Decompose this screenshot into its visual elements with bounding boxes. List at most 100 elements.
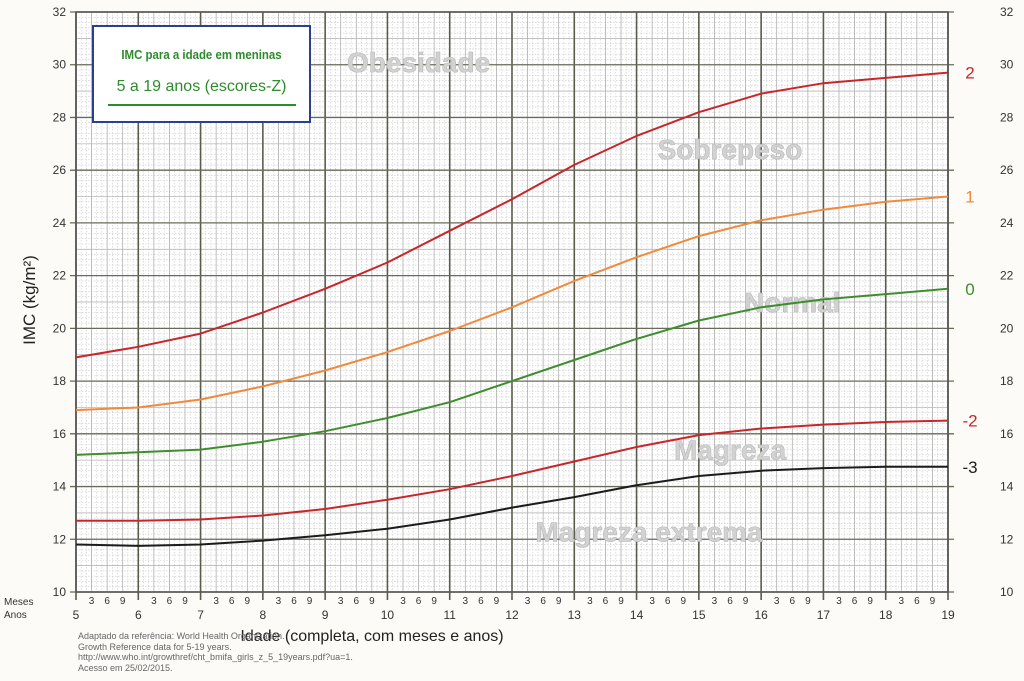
series-line [75,71,949,359]
y-tick-label-right: 18 [1000,374,1014,388]
month-tick-label: 6 [727,596,733,607]
months-row-label: Meses [4,597,33,608]
month-tick-label: 6 [416,596,422,607]
y-tick-label-right: 16 [1000,427,1014,441]
x-tick-label: 14 [630,608,644,622]
zone-label: Magreza [674,435,786,466]
y-tick-label-right: 22 [1000,269,1014,283]
month-tick-label: 6 [478,596,484,607]
y-tick-label-right: 26 [1000,163,1014,177]
month-tick-label: 3 [338,596,344,607]
series-line [75,465,948,547]
y-tick-label: 28 [53,110,67,124]
y-tick-label: 16 [53,427,67,441]
y-tick-label-right: 14 [1000,480,1014,494]
y-tick-label-right: 32 [1000,5,1014,19]
y-tick-label: 30 [53,58,67,72]
month-tick-label: 6 [229,596,235,607]
x-tick-label: 8 [260,608,267,622]
y-tick-label-right: 28 [1000,110,1014,124]
x-tick-label: 17 [817,608,831,622]
month-tick-label: 3 [649,596,655,607]
series-lines [75,71,949,547]
x-tick-label: 5 [73,608,80,622]
x-tick-label: 9 [322,608,329,622]
y-tick-label: 20 [53,321,67,335]
month-tick-label: 6 [104,596,110,607]
x-tick-label: 13 [568,608,582,622]
month-tick-label: 3 [400,596,406,607]
legend-title: IMC para a idade em meninas [121,47,282,62]
month-tick-label: 9 [120,596,126,607]
month-tick-label: 9 [681,596,687,607]
y-tick-label-right: 10 [1000,585,1014,599]
x-tick-label: 12 [505,608,519,622]
x-tick-label: 6 [135,608,142,622]
month-tick-label: 9 [867,596,873,607]
y-tick-label-right: 30 [1000,58,1014,72]
zone-label: Sobrepeso [658,134,803,165]
source-line: Acesso em 25/02/2015. [78,662,173,673]
years-row-label: Anos [4,610,27,621]
x-tick-label: 18 [879,608,893,622]
month-tick-label: 3 [587,596,593,607]
legend-underline [108,104,296,106]
month-tick-label: 3 [151,596,157,607]
y-tick-label-right: 20 [1000,321,1014,335]
plot-border [75,11,949,593]
month-tick-label: 6 [852,596,858,607]
legend-box: IMC para a idade em meninas 5 a 19 anos … [92,25,311,123]
series-end-label: 1 [965,188,974,207]
zone-label: Obesidade [347,47,490,78]
month-tick-label: 6 [167,596,173,607]
month-tick-label: 9 [494,596,500,607]
month-tick-label: 3 [712,596,718,607]
legend-subtitle: 5 a 19 anos (escores-Z) [116,78,287,95]
month-tick-label: 3 [899,596,905,607]
month-tick-label: 9 [743,596,749,607]
x-tick-label: 19 [941,608,955,622]
series-end-label: 0 [965,280,974,299]
y-tick-label: 24 [53,216,67,230]
y-tick-label: 32 [53,5,67,19]
y-tick-label-right: 12 [1000,532,1014,546]
source-line: Growth Reference data for 5-19 years. [78,641,232,652]
month-tick-label: 9 [805,596,811,607]
month-tick-label: 6 [603,596,609,607]
month-tick-label: 6 [540,596,546,607]
month-tick-label: 9 [307,596,313,607]
month-tick-label: 3 [213,596,219,607]
x-tick-label: 10 [381,608,395,622]
month-tick-label: 9 [930,596,936,607]
x-tick-label: 15 [692,608,706,622]
series-line [75,287,949,456]
month-tick-label: 6 [291,596,297,607]
x-tick-label: 16 [754,608,768,622]
month-tick-label: 3 [836,596,842,607]
source-line: Adaptado da referência: World Health Org… [78,631,285,641]
y-tick-label: 26 [53,163,67,177]
month-tick-label: 6 [914,596,920,607]
y-tick-label: 12 [53,532,67,546]
month-tick-label: 9 [431,596,437,607]
y-axis-title: IMC (kg/m²) [20,255,39,345]
month-tick-label: 3 [525,596,531,607]
y-tick-label: 22 [53,269,67,283]
month-tick-label: 6 [790,596,796,607]
x-tick-label: 7 [197,608,204,622]
series-line [76,419,949,522]
series-end-label: 2 [965,64,974,83]
y-tick-label: 14 [53,480,67,494]
series-end-label: -3 [962,458,977,477]
month-tick-label: 3 [89,596,95,607]
month-tick-label: 9 [369,596,375,607]
month-tick-label: 6 [665,596,671,607]
month-tick-label: 9 [618,596,624,607]
month-tick-label: 3 [276,596,282,607]
month-tick-label: 3 [463,596,469,607]
y-tick-label: 18 [53,374,67,388]
source-note: Adaptado da referência: World Health Org… [78,631,408,673]
